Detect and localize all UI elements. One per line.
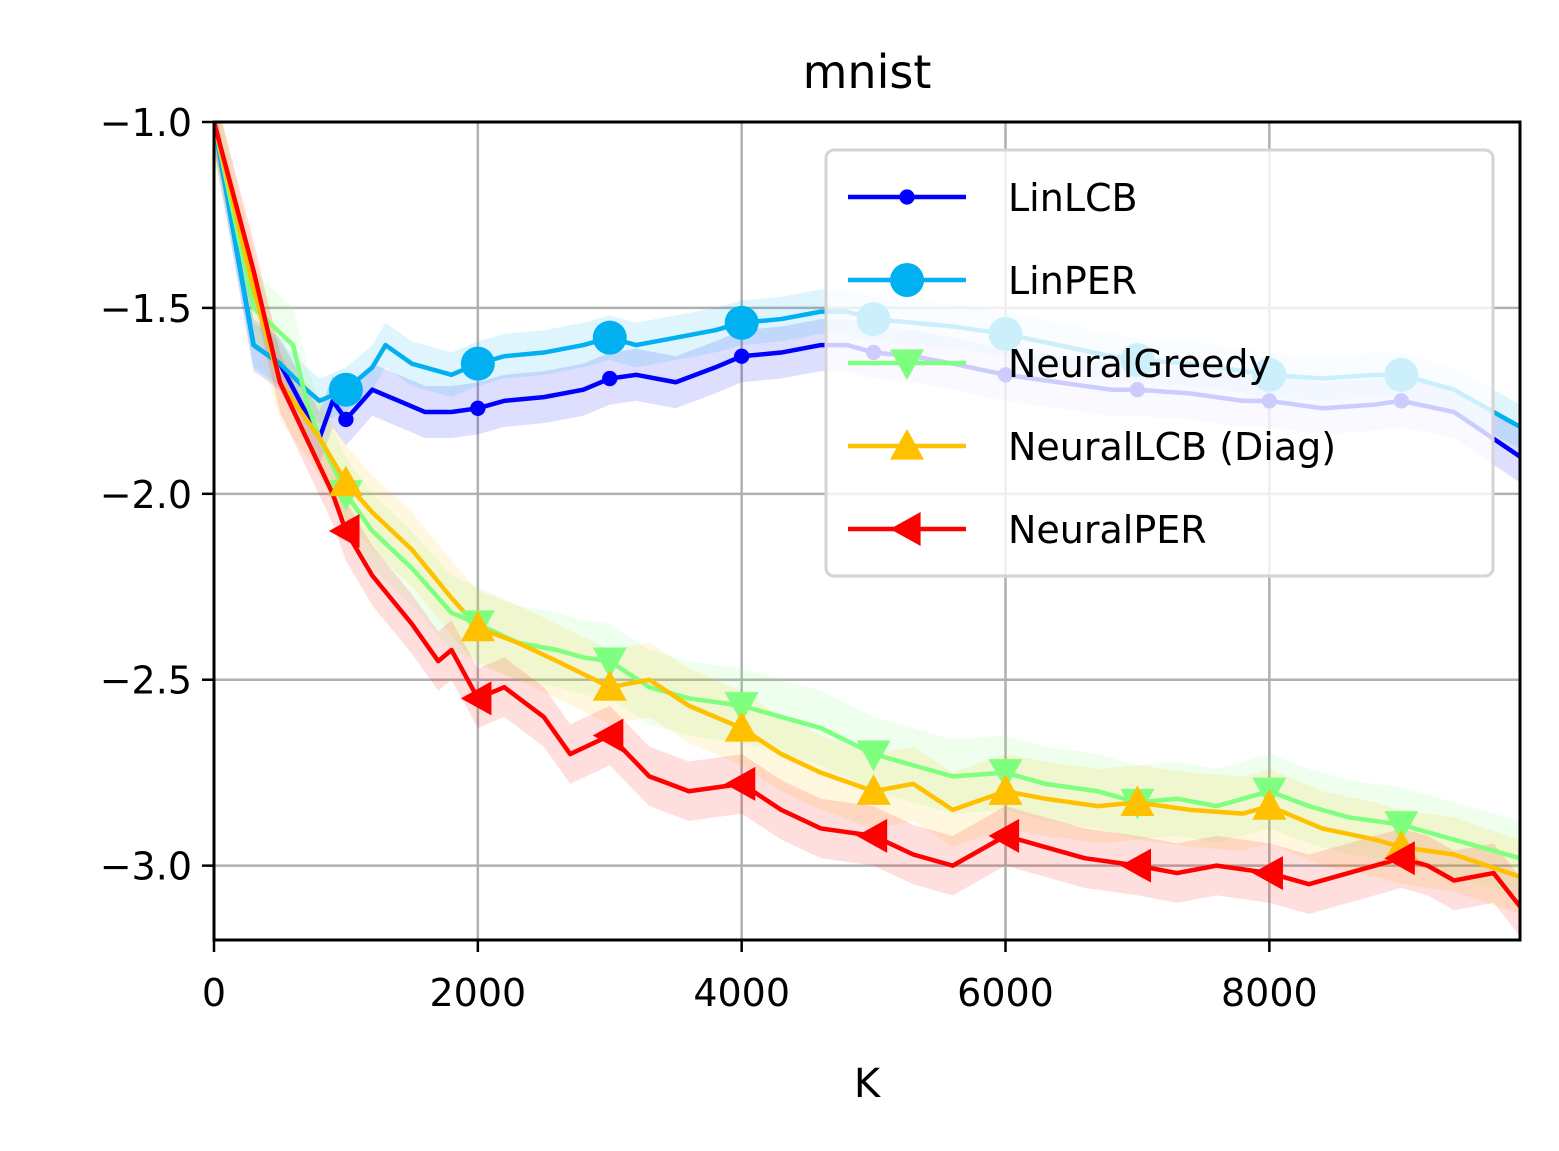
neuralper-marker <box>1384 841 1415 876</box>
neurallcb-diag-marker <box>724 711 759 742</box>
chart-title: mnist <box>803 45 932 99</box>
y-tick-label: −3.0 <box>100 845 192 889</box>
y-tick-label: −1.5 <box>100 287 192 331</box>
plot-frame <box>212 120 1522 942</box>
y-tick-label: −2.0 <box>100 473 192 517</box>
neuralgreedy-marker <box>592 647 627 679</box>
legend-linper-label: LinPER <box>1008 259 1137 303</box>
legend-linlcb-label: LinLCB <box>1008 176 1138 220</box>
neuralper-marker <box>724 766 756 801</box>
x-tick-label: 8000 <box>1221 971 1318 1015</box>
linlcb-marker <box>602 370 618 387</box>
linlcb-marker <box>338 411 354 428</box>
legend-linlcb-marker <box>899 189 915 205</box>
linper-marker <box>592 320 627 355</box>
legend-neurallcb-diag-label: NeuralLCB (Diag) <box>1008 425 1336 469</box>
linlcb-marker <box>470 400 486 416</box>
x-tick-label: 2000 <box>429 971 526 1015</box>
linper-marker <box>460 346 495 381</box>
legend: LinLCB LinPER NeuralGreedy NeuralLCB (Diag)… <box>824 148 1495 578</box>
linper-marker <box>328 372 363 407</box>
neurallcb-diag-marker <box>1252 789 1287 820</box>
neurallcb-diag-marker <box>988 774 1023 805</box>
neuralper-marker <box>856 818 888 853</box>
neuralper-marker <box>460 681 492 716</box>
legend-neuralper-label: NeuralPER <box>1008 508 1207 552</box>
legend-neurallcb-diag-marker <box>890 429 924 460</box>
legend-neuralper-marker <box>890 512 921 546</box>
neurallcb-diag-marker <box>460 610 495 642</box>
x-tick-label: 6000 <box>957 971 1054 1015</box>
legend-linper-marker <box>890 263 924 297</box>
neuralper-marker <box>1120 848 1152 883</box>
y-tick-label: −2.5 <box>100 659 192 703</box>
neuralper-marker <box>1252 856 1283 891</box>
x-axis-label: K <box>854 1061 882 1107</box>
neurallcb-diag-marker <box>328 465 363 497</box>
legend-box <box>824 148 1495 578</box>
neuralgreedy-marker <box>724 692 759 723</box>
neuralper-band <box>214 122 1520 937</box>
neuralper-marker <box>328 514 360 548</box>
y-tick-label: −1.0 <box>100 101 192 145</box>
neuralper-line <box>214 122 1520 908</box>
neuralper-marker <box>592 718 624 753</box>
neurallcb-diag-marker <box>1120 785 1155 817</box>
linlcb-marker <box>734 348 750 364</box>
neuralgreedy-marker <box>1384 811 1419 842</box>
x-tick-label: 0 <box>202 971 226 1015</box>
neurallcb-diag-marker <box>592 670 627 701</box>
legend-neuralgreedy-label: NeuralGreedy <box>1008 342 1271 386</box>
neuralgreedy-marker <box>856 740 891 772</box>
x-tick-label: 4000 <box>693 971 790 1015</box>
neurallcb-diag-marker <box>856 774 891 805</box>
neuralgreedy-line <box>214 122 1520 861</box>
axis-ticks: 0 2000 4000 6000 8000 −1.0 −1.5 −2.0 −2.5 −3.0 <box>100 101 1318 1015</box>
linper-marker <box>724 305 759 340</box>
neuralper-marker <box>988 818 1020 853</box>
legend-neuralgreedy-marker <box>890 349 924 380</box>
